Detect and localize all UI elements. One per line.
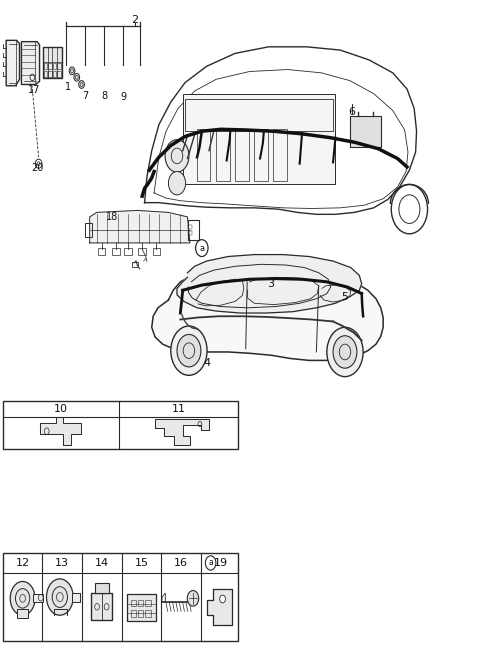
Bar (72, 593, 80, 602)
Bar (216, 129, 229, 181)
Circle shape (187, 591, 199, 606)
Bar (132, 261, 138, 267)
Circle shape (10, 582, 35, 615)
Text: 13: 13 (55, 558, 69, 568)
Circle shape (333, 336, 357, 368)
Bar (138, 610, 144, 617)
Text: 4: 4 (203, 358, 210, 368)
Polygon shape (90, 211, 190, 243)
Bar (98, 248, 106, 254)
Text: 20: 20 (31, 162, 43, 173)
Bar (112, 248, 120, 254)
Circle shape (168, 171, 186, 195)
Text: 19: 19 (214, 558, 228, 568)
Text: 18: 18 (106, 212, 118, 222)
Text: 15: 15 (134, 558, 148, 568)
Bar (58, 71, 61, 77)
Polygon shape (6, 40, 20, 86)
Text: 14: 14 (95, 558, 109, 568)
Text: 3: 3 (267, 279, 275, 289)
Bar (127, 594, 156, 621)
Text: 9: 9 (120, 93, 126, 102)
Text: 17: 17 (28, 85, 40, 95)
Bar (138, 600, 144, 606)
Text: 2: 2 (132, 14, 139, 25)
Bar (189, 225, 192, 229)
Polygon shape (39, 417, 81, 445)
Bar (254, 129, 268, 181)
Bar (43, 47, 61, 78)
Bar (44, 71, 47, 77)
Bar (33, 594, 43, 602)
Circle shape (327, 327, 363, 377)
Text: 11: 11 (171, 404, 185, 414)
Bar (58, 63, 61, 69)
Circle shape (177, 334, 201, 367)
Bar (131, 600, 136, 606)
Text: a: a (199, 244, 204, 252)
Text: 5: 5 (341, 292, 348, 302)
Bar (53, 63, 56, 69)
Text: 6: 6 (348, 107, 356, 117)
Bar (189, 231, 192, 235)
Bar (131, 610, 136, 617)
Polygon shape (152, 265, 383, 361)
Polygon shape (177, 254, 362, 313)
Circle shape (79, 81, 84, 89)
Circle shape (74, 74, 80, 82)
Circle shape (165, 140, 189, 172)
Bar (17, 609, 28, 618)
Text: 12: 12 (15, 558, 30, 568)
Text: 16: 16 (174, 558, 188, 568)
Text: 7: 7 (82, 91, 88, 100)
Circle shape (69, 67, 75, 75)
Text: 8: 8 (101, 91, 107, 100)
Bar (183, 94, 336, 185)
Circle shape (171, 326, 207, 376)
Bar (145, 610, 151, 617)
Bar (235, 129, 249, 181)
Bar (3, 554, 238, 641)
Bar (153, 248, 160, 254)
Bar (53, 71, 56, 77)
Text: 1: 1 (65, 82, 71, 92)
Polygon shape (155, 419, 209, 445)
Bar (274, 129, 287, 181)
Bar (185, 98, 333, 131)
Bar (350, 116, 381, 147)
Circle shape (47, 579, 73, 615)
Polygon shape (207, 589, 232, 625)
Polygon shape (22, 42, 39, 85)
Bar (197, 129, 210, 181)
Text: 10: 10 (54, 404, 68, 414)
Bar (95, 584, 108, 593)
Bar (48, 71, 52, 77)
Circle shape (220, 595, 226, 603)
Bar (188, 220, 199, 240)
Bar (124, 248, 132, 254)
Bar (48, 63, 52, 69)
Text: a: a (208, 559, 213, 567)
Bar (44, 63, 47, 69)
Bar (145, 600, 151, 606)
Bar (91, 593, 112, 620)
Bar (138, 248, 146, 254)
Bar (3, 401, 238, 449)
Bar (85, 223, 92, 237)
